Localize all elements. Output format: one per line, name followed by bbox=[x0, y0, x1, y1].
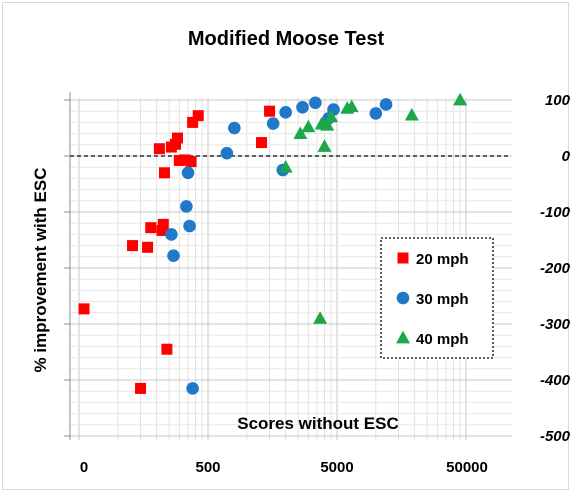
x-tick-label: 0 bbox=[80, 459, 88, 476]
point-20-mph bbox=[145, 222, 157, 234]
point-20-mph bbox=[142, 241, 154, 253]
y-tick-label: -200 bbox=[540, 260, 571, 277]
point-20-mph bbox=[170, 138, 182, 150]
point-40-mph bbox=[301, 119, 316, 133]
legend-label: 20 mph bbox=[416, 251, 469, 268]
point-30-mph bbox=[167, 249, 180, 262]
point-20-mph bbox=[179, 154, 191, 166]
point-40-mph bbox=[293, 126, 308, 139]
point-20-mph bbox=[127, 240, 139, 252]
point-20-mph bbox=[161, 343, 173, 355]
y-tick-label: 100 bbox=[545, 92, 571, 109]
x-axis-label: Scores without ESC bbox=[237, 414, 399, 433]
x-tick-label: 500 bbox=[195, 459, 220, 476]
point-20-mph bbox=[158, 167, 170, 179]
y-tick-label: 0 bbox=[562, 148, 571, 165]
point-40-mph bbox=[404, 107, 419, 121]
legend-marker bbox=[396, 291, 410, 305]
point-20-mph bbox=[187, 116, 199, 128]
legend-marker bbox=[397, 252, 409, 264]
axes bbox=[64, 92, 71, 440]
y-tick-label: -400 bbox=[540, 372, 571, 389]
point-40-mph bbox=[278, 160, 293, 173]
grid bbox=[70, 98, 512, 440]
y-tick-label: -300 bbox=[540, 316, 571, 333]
point-40-mph bbox=[313, 311, 328, 324]
chart-title: Modified Moose Test bbox=[188, 28, 385, 50]
point-40-mph bbox=[320, 118, 335, 131]
point-20-mph bbox=[156, 224, 168, 236]
legend-label: 40 mph bbox=[416, 331, 469, 348]
y-tick-labels: 100 0 -100 -200 -300 -400 -500 bbox=[540, 92, 571, 445]
point-20-mph bbox=[185, 156, 197, 168]
y-tick-label: -500 bbox=[540, 428, 571, 445]
point-30-mph bbox=[309, 96, 322, 110]
point-20-mph bbox=[78, 303, 90, 315]
point-40-mph bbox=[317, 139, 332, 152]
y-axis-label: % improvement with ESC bbox=[31, 168, 50, 373]
x-tick-label: 5000 bbox=[320, 459, 353, 476]
point-30-mph bbox=[220, 146, 234, 160]
point-30-mph bbox=[180, 200, 193, 213]
x-tick-labels: 0 500 5000 50000 bbox=[80, 459, 488, 476]
point-30-mph bbox=[369, 107, 383, 120]
point-30-mph bbox=[183, 219, 196, 233]
point-30-mph bbox=[228, 121, 241, 135]
point-30-mph bbox=[186, 382, 199, 395]
point-20-mph bbox=[256, 137, 268, 149]
x-tick-label: 50000 bbox=[446, 459, 488, 476]
point-40-mph bbox=[324, 109, 339, 123]
point-30-mph bbox=[296, 100, 309, 114]
point-30-mph bbox=[165, 228, 178, 241]
point-20-mph bbox=[264, 105, 276, 117]
point-30-mph bbox=[279, 106, 292, 119]
legend-marker bbox=[396, 330, 410, 344]
point-20-mph bbox=[135, 382, 147, 394]
y-tick-label: -100 bbox=[540, 204, 571, 221]
point-20-mph bbox=[157, 218, 169, 230]
point-20-mph bbox=[153, 143, 165, 155]
point-20-mph bbox=[171, 132, 183, 144]
legend: 20 mph 30 mph 40 mph bbox=[380, 237, 494, 359]
point-40-mph bbox=[453, 92, 468, 106]
point-40-mph bbox=[344, 99, 359, 113]
point-30-mph bbox=[379, 98, 393, 111]
point-20-mph bbox=[192, 110, 204, 122]
point-30-mph bbox=[181, 166, 195, 180]
data-points bbox=[78, 92, 468, 395]
point-30-mph bbox=[266, 117, 280, 130]
legend-label: 30 mph bbox=[416, 291, 469, 308]
